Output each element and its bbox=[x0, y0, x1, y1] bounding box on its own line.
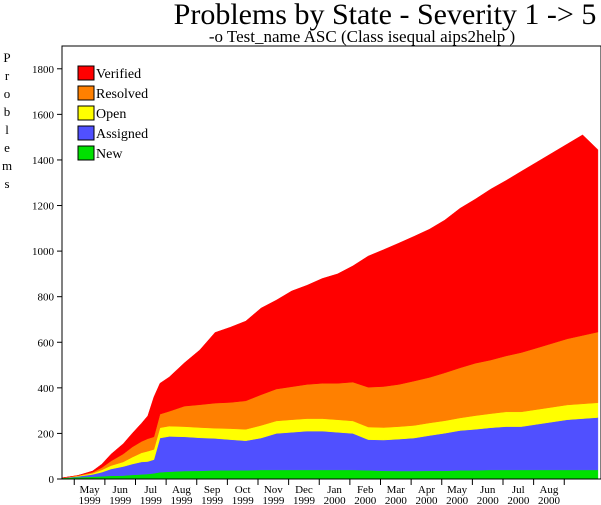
x-tick-year: 1999 bbox=[140, 495, 163, 505]
y-axis-ticks: 0 200 400 600 800 1000 1200 1400 1600 1800 bbox=[32, 64, 62, 486]
legend-label-verified: Verified bbox=[96, 67, 141, 82]
x-tick-year: 1999 bbox=[201, 495, 224, 505]
y-tick-label: 1000 bbox=[32, 246, 55, 258]
x-tick-month: Aug bbox=[172, 484, 191, 496]
x-tick-year: 1999 bbox=[79, 495, 102, 505]
legend-swatch-open bbox=[77, 105, 95, 121]
x-tick-month: Jan bbox=[327, 484, 342, 496]
x-tick-month: Oct bbox=[235, 484, 251, 496]
x-tick-year: 2000 bbox=[354, 495, 377, 505]
legend-label-assigned: Assigned bbox=[96, 127, 148, 142]
y-tick-label: 1800 bbox=[32, 64, 55, 76]
x-tick-month: Nov bbox=[264, 484, 283, 496]
x-tick-month: Sep bbox=[204, 484, 221, 496]
chart-title: Problems by State - Severity 1 -> 5 bbox=[174, 0, 597, 31]
x-tick-month: Dec bbox=[295, 484, 313, 496]
y-tick-label: 200 bbox=[38, 428, 55, 440]
x-tick-month: Jul bbox=[144, 484, 157, 496]
legend-swatch-verified bbox=[77, 65, 95, 81]
x-tick-year: 2000 bbox=[446, 495, 469, 505]
legend-swatch-assigned bbox=[77, 125, 95, 141]
x-tick-month: May bbox=[79, 484, 100, 496]
x-tick-year: 1999 bbox=[232, 495, 255, 505]
chart-subtitle: -o Test_name ASC (Class isequal aips2hel… bbox=[209, 27, 515, 46]
legend-swatch-new bbox=[77, 145, 95, 161]
x-tick-month: Jul bbox=[512, 484, 525, 496]
legend-label-resolved: Resolved bbox=[96, 87, 148, 102]
x-tick-month: Mar bbox=[387, 484, 406, 496]
x-tick-month: Feb bbox=[357, 484, 374, 496]
x-tick-month: Jun bbox=[480, 484, 496, 496]
x-tick-year: 2000 bbox=[477, 495, 500, 505]
x-tick-month: Apr bbox=[418, 484, 435, 496]
x-tick-month: Aug bbox=[539, 484, 558, 496]
x-tick-year: 1999 bbox=[293, 495, 316, 505]
plot-frame bbox=[61, 45, 601, 480]
legend-swatch-resolved bbox=[77, 85, 95, 101]
x-tick-year: 2000 bbox=[385, 495, 408, 505]
x-tick-year: 2000 bbox=[415, 495, 438, 505]
y-tick-label: 400 bbox=[38, 383, 55, 395]
x-tick-month: May bbox=[447, 484, 468, 496]
y-tick-label: 0 bbox=[49, 474, 55, 486]
legend-label-new: New bbox=[96, 147, 123, 162]
x-tick-year: 1999 bbox=[109, 495, 132, 505]
y-tick-label: 1400 bbox=[32, 155, 55, 167]
x-axis-ticks: May1999Jun1999Jul1999Aug1999Sep1999Oct19… bbox=[73, 479, 565, 505]
y-tick-label: 1200 bbox=[32, 201, 55, 213]
legend-label-open: Open bbox=[96, 107, 126, 122]
y-tick-label: 600 bbox=[38, 337, 55, 349]
stacked-areas bbox=[61, 134, 599, 480]
y-tick-label: 800 bbox=[38, 292, 55, 304]
x-tick-year: 2000 bbox=[507, 495, 530, 505]
x-tick-year: 2000 bbox=[538, 495, 561, 505]
x-tick-year: 1999 bbox=[262, 495, 285, 505]
x-tick-year: 2000 bbox=[324, 495, 347, 505]
x-tick-year: 1999 bbox=[170, 495, 193, 505]
area-verified bbox=[61, 134, 599, 479]
y-tick-label: 1600 bbox=[32, 109, 55, 121]
legend: Verified Resolved Open Assigned New bbox=[77, 65, 148, 162]
x-tick-month: Jun bbox=[113, 484, 129, 496]
